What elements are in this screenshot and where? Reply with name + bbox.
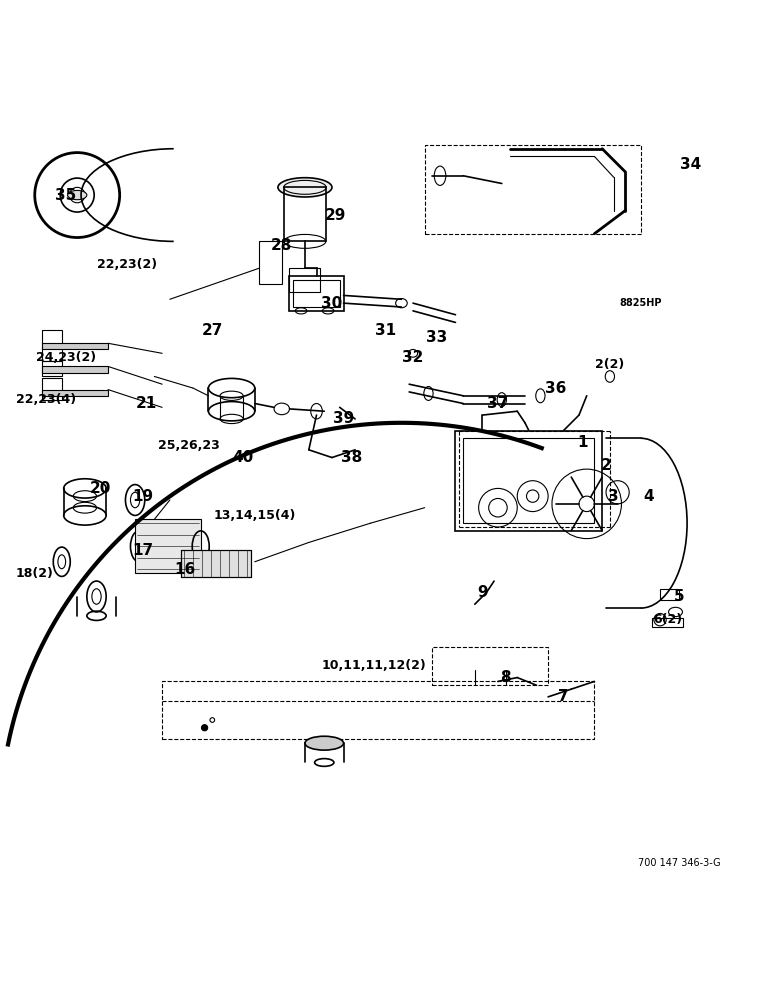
Bar bbox=[290, 268, 320, 292]
Text: 25,26,23: 25,26,23 bbox=[158, 439, 220, 452]
Circle shape bbox=[201, 725, 208, 731]
Text: 33: 33 bbox=[425, 330, 447, 345]
Text: 37: 37 bbox=[487, 396, 509, 411]
Text: 5: 5 bbox=[674, 589, 685, 604]
Text: 2: 2 bbox=[601, 458, 611, 473]
Text: 3: 3 bbox=[608, 489, 619, 504]
Text: 22,23(2): 22,23(2) bbox=[97, 258, 157, 271]
Text: 13,14,15(4): 13,14,15(4) bbox=[214, 509, 296, 522]
Ellipse shape bbox=[305, 736, 344, 750]
Text: 40: 40 bbox=[232, 450, 254, 465]
Text: 24,23(2): 24,23(2) bbox=[36, 351, 96, 364]
Text: 21: 21 bbox=[136, 396, 157, 411]
Text: 4: 4 bbox=[643, 489, 654, 504]
Text: 39: 39 bbox=[333, 411, 354, 426]
Bar bbox=[290, 276, 344, 311]
Text: 10,11,11,12(2): 10,11,11,12(2) bbox=[322, 659, 427, 672]
Bar bbox=[293, 280, 340, 307]
Bar bbox=[652, 618, 683, 627]
Text: 1: 1 bbox=[577, 435, 588, 450]
Bar bbox=[181, 550, 251, 577]
Bar bbox=[259, 241, 282, 284]
Bar bbox=[425, 145, 641, 234]
Text: 28: 28 bbox=[271, 238, 293, 253]
Text: 6(2): 6(2) bbox=[653, 613, 682, 626]
Text: 17: 17 bbox=[132, 543, 154, 558]
Bar bbox=[284, 187, 326, 241]
Bar bbox=[135, 519, 201, 573]
Bar bbox=[455, 431, 602, 531]
Text: 16: 16 bbox=[174, 562, 196, 577]
Bar bbox=[42, 330, 62, 361]
Text: 32: 32 bbox=[402, 350, 424, 365]
Bar bbox=[42, 343, 108, 349]
Text: 2(2): 2(2) bbox=[595, 358, 625, 371]
Bar bbox=[660, 589, 679, 600]
Bar bbox=[42, 378, 62, 400]
Bar bbox=[42, 390, 108, 396]
Text: 27: 27 bbox=[201, 323, 223, 338]
Ellipse shape bbox=[278, 178, 332, 197]
Text: 36: 36 bbox=[545, 381, 567, 396]
Text: 8825HP: 8825HP bbox=[619, 298, 662, 308]
Text: 35: 35 bbox=[55, 188, 76, 203]
Text: 7: 7 bbox=[558, 689, 569, 704]
Bar bbox=[181, 550, 251, 577]
Ellipse shape bbox=[67, 190, 86, 200]
Text: 22,23(4): 22,23(4) bbox=[16, 393, 76, 406]
Bar bbox=[432, 647, 548, 685]
Text: 38: 38 bbox=[340, 450, 362, 465]
Text: 29: 29 bbox=[325, 208, 347, 223]
Text: 34: 34 bbox=[680, 157, 702, 172]
Text: 20: 20 bbox=[90, 481, 111, 496]
Bar bbox=[42, 366, 108, 373]
Text: 9: 9 bbox=[477, 585, 488, 600]
Text: 18(2): 18(2) bbox=[15, 567, 54, 580]
Text: 19: 19 bbox=[132, 489, 154, 504]
Text: 30: 30 bbox=[321, 296, 343, 311]
Text: 700 147 346-3-G: 700 147 346-3-G bbox=[638, 858, 721, 868]
Bar bbox=[162, 681, 594, 739]
Bar bbox=[463, 438, 594, 523]
Text: 8: 8 bbox=[500, 670, 511, 685]
Bar bbox=[42, 361, 62, 376]
Text: 31: 31 bbox=[375, 323, 397, 338]
